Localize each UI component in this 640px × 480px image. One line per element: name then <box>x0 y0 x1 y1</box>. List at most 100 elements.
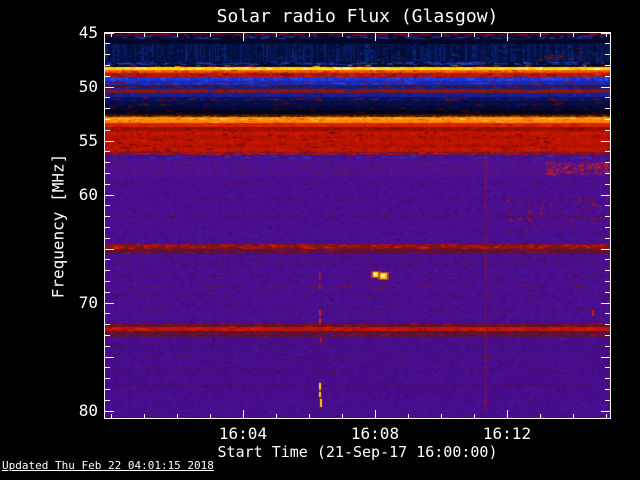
y-axis-tick <box>605 172 610 174</box>
x-axis-tick <box>539 414 541 418</box>
x-axis-tick <box>341 33 343 37</box>
x-axis-tick <box>275 33 277 37</box>
y-axis-tick <box>605 129 610 131</box>
y-axis-tick <box>605 270 610 272</box>
x-axis-tick <box>473 33 475 37</box>
y-axis-tick <box>105 313 110 315</box>
y-axis-tick <box>105 54 110 56</box>
y-axis-tick <box>605 108 610 110</box>
x-axis-tick <box>506 33 508 41</box>
x-axis-tick <box>506 410 508 418</box>
x-axis-tick <box>275 414 277 418</box>
y-axis-tick <box>105 334 110 336</box>
x-tick-label: 16:04 <box>218 424 268 443</box>
y-axis-tick <box>105 345 110 347</box>
x-axis-tick <box>242 33 244 41</box>
y-tick-label: 45 <box>78 23 98 42</box>
y-axis-tick <box>605 367 610 369</box>
y-axis-title: Frequency [MHz] <box>48 153 68 299</box>
y-axis-tick <box>105 388 110 390</box>
y-axis-tick <box>105 248 114 250</box>
y-axis-tick <box>105 64 110 66</box>
y-axis-tick <box>605 291 610 293</box>
y-axis-tick <box>605 183 610 185</box>
y-axis-tick <box>605 205 610 207</box>
x-axis-tick <box>407 33 409 37</box>
x-axis-tick <box>110 414 112 418</box>
updated-timestamp: Updated Thu Feb 22 04:01:15 2018 <box>2 459 214 472</box>
x-axis-tick <box>440 33 442 37</box>
y-axis-tick <box>605 378 610 380</box>
x-axis-tick <box>143 414 145 418</box>
y-axis-tick <box>105 162 110 164</box>
y-axis-tick <box>601 86 610 88</box>
y-axis-tick <box>605 259 610 261</box>
y-axis-tick <box>105 172 110 174</box>
y-axis-tick <box>601 302 610 304</box>
y-axis-tick <box>605 151 610 153</box>
y-axis-tick <box>105 118 110 120</box>
x-axis-tick <box>110 33 112 37</box>
x-axis-tick <box>407 414 409 418</box>
x-axis-tick <box>209 33 211 37</box>
x-axis-tick <box>572 414 574 418</box>
y-axis-tick <box>601 356 610 358</box>
x-axis-tick <box>605 414 607 418</box>
y-axis-tick <box>105 237 110 239</box>
x-axis-tick <box>572 33 574 37</box>
x-axis-tick <box>242 410 244 418</box>
y-axis-tick <box>105 205 110 207</box>
y-axis-tick <box>601 248 610 250</box>
y-axis-tick <box>105 140 114 142</box>
spectrogram-canvas <box>105 33 610 418</box>
y-axis-tick <box>105 226 110 228</box>
y-axis-tick <box>601 32 610 34</box>
y-axis-tick <box>105 410 114 412</box>
x-axis-tick <box>176 33 178 37</box>
y-axis-tick <box>105 291 110 293</box>
y-axis-tick <box>105 302 114 304</box>
x-axis-tick <box>341 414 343 418</box>
x-axis-title: Start Time (21-Sep-17 16:00:00) <box>217 443 498 461</box>
x-axis-tick <box>143 33 145 37</box>
y-axis-tick <box>105 259 110 261</box>
x-axis-tick <box>539 33 541 37</box>
x-axis-tick <box>209 414 211 418</box>
x-axis-tick <box>176 414 178 418</box>
y-axis-tick <box>601 140 610 142</box>
y-axis-tick <box>105 97 110 99</box>
y-axis-tick <box>605 216 610 218</box>
x-axis-tick <box>440 414 442 418</box>
y-tick-label: 80 <box>78 401 98 420</box>
x-axis-tick <box>473 414 475 418</box>
y-axis-tick <box>605 313 610 315</box>
y-axis-tick <box>105 75 110 77</box>
x-axis-tick <box>308 33 310 37</box>
y-axis-tick <box>105 324 110 326</box>
y-axis-tick <box>105 280 110 282</box>
y-axis-tick <box>605 345 610 347</box>
x-axis-tick <box>605 33 607 37</box>
y-axis-tick <box>601 410 610 412</box>
y-axis-tick <box>105 367 110 369</box>
y-axis-tick <box>605 162 610 164</box>
x-tick-label: 16:12 <box>482 424 532 443</box>
y-axis-tick <box>601 194 610 196</box>
y-axis-tick <box>605 399 610 401</box>
y-axis-tick <box>105 108 110 110</box>
y-axis-tick <box>105 129 110 131</box>
y-axis-tick <box>105 378 110 380</box>
x-axis-tick <box>308 414 310 418</box>
y-axis-tick <box>605 237 610 239</box>
y-axis-tick <box>105 151 110 153</box>
y-axis-tick <box>605 388 610 390</box>
y-axis-tick <box>105 194 114 196</box>
y-axis-tick <box>605 226 610 228</box>
x-tick-label: 16:08 <box>350 424 400 443</box>
y-axis-tick <box>605 54 610 56</box>
y-tick-label: 55 <box>78 131 98 150</box>
y-axis-tick <box>105 43 110 45</box>
y-axis-tick <box>605 64 610 66</box>
y-axis-tick <box>105 216 110 218</box>
